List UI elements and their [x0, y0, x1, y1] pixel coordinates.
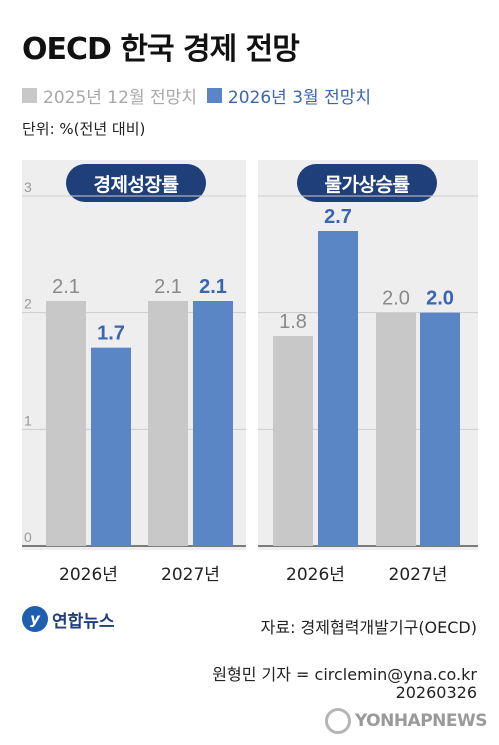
- bar-prev: [376, 312, 416, 546]
- legend-swatch-prev: [22, 88, 37, 103]
- x-tick-label: 2026년: [286, 565, 345, 585]
- reporter-text: 원형민 기자 = circlemin@yna.co.kr: [212, 665, 477, 684]
- logo-text: 연합뉴스: [52, 611, 115, 632]
- watermark-text: YONHAPNEWS: [354, 711, 488, 731]
- legend-swatch-curr: [206, 88, 222, 103]
- x-tick-label: 2027년: [389, 565, 448, 585]
- data-label: 2.1: [154, 276, 182, 298]
- bar-prev: [46, 301, 86, 546]
- yonhapnews-ring-icon: [324, 708, 351, 734]
- yonhapnews-watermark: YONHAPNEWS: [324, 708, 488, 734]
- bar-chart: 0 1 2 3 2.1 1.7 2026년 2.1 2.1 2027년 1.8 2.7 2026년 2.0…: [22, 179, 478, 585]
- bar-curr: [91, 347, 131, 546]
- data-label: 2.7: [324, 206, 352, 228]
- y-tick-label: 2: [24, 296, 32, 312]
- legend-label-prev: 2025년 12월 전망치: [43, 88, 197, 108]
- legend-item-prev: 2025년 12월 전망치: [22, 83, 197, 108]
- data-label: 1.7: [97, 323, 125, 345]
- x-tick-label: 2027년: [161, 565, 220, 585]
- x-tick-label: 2026년: [59, 565, 118, 585]
- y-tick-label: 1: [24, 412, 32, 428]
- unit-label: 단위: %(전년 대비): [22, 120, 146, 138]
- legend: 2025년 12월 전망치 2026년 3월 전망치: [22, 83, 381, 108]
- yonhap-logo: y 연합뉴스: [22, 606, 115, 632]
- data-label: 2.1: [199, 276, 227, 298]
- data-label: 1.8: [279, 311, 307, 333]
- y-tick-label: 3: [24, 179, 32, 195]
- legend-item-curr: 2026년 3월 전망치: [206, 83, 371, 108]
- data-label: 2.0: [426, 288, 454, 310]
- page-title: OECD 한국 경제 전망: [22, 32, 300, 67]
- bar-curr: [318, 231, 358, 546]
- legend-label-curr: 2026년 3월 전망치: [227, 88, 371, 108]
- source-text: 자료: 경제협력개발기구(OECD): [260, 618, 477, 637]
- data-label: 2.0: [382, 288, 410, 310]
- y-tick-label: 0: [24, 529, 32, 545]
- bar-curr: [420, 312, 460, 546]
- bar-curr: [193, 301, 233, 546]
- bar-prev: [148, 301, 188, 546]
- date-text: 20260326: [395, 683, 477, 702]
- data-label: 2.1: [52, 276, 80, 298]
- yonhap-logo-icon: y: [22, 606, 48, 632]
- bar-prev: [273, 336, 313, 546]
